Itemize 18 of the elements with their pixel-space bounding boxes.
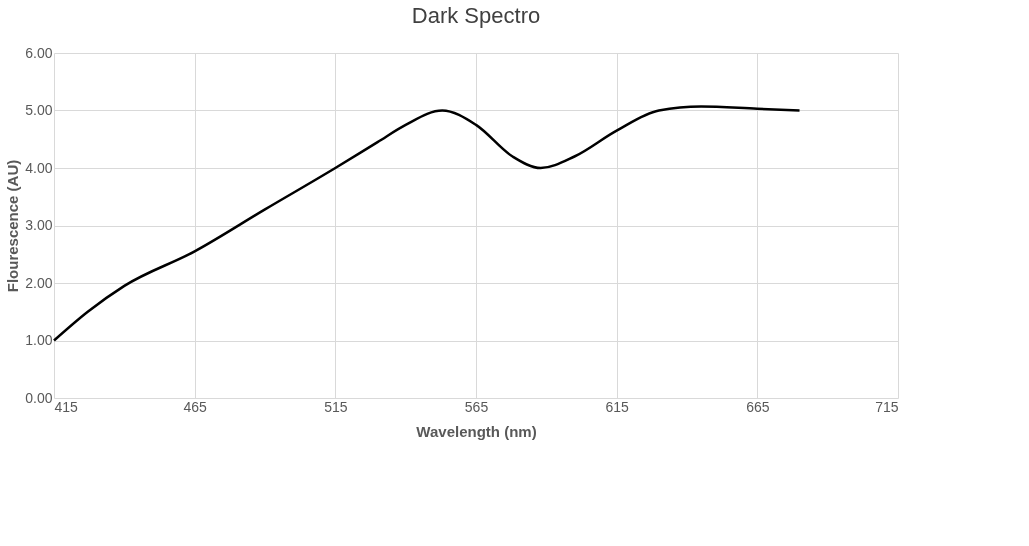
x-tick-label: 615 bbox=[605, 398, 630, 415]
x-axis-title: Wavelength (nm) bbox=[416, 422, 537, 440]
x-tick-label: 665 bbox=[746, 398, 770, 415]
y-tick-label: 2.00 bbox=[25, 274, 53, 291]
x-tick-label: 715 bbox=[875, 398, 899, 415]
x-tick-label: 465 bbox=[183, 398, 208, 415]
y-tick-label: 0.00 bbox=[25, 389, 53, 406]
y-tick-label: 1.00 bbox=[25, 332, 53, 348]
y-tick-label: 6.00 bbox=[25, 44, 53, 61]
chart-title: Dark Spectro bbox=[411, 3, 541, 28]
y-axis-title: Flourescence (AU) bbox=[4, 159, 22, 293]
line-series bbox=[52, 105, 801, 342]
x-tick-label: 565 bbox=[464, 398, 489, 415]
y-tick-label: 4.00 bbox=[25, 159, 53, 176]
y-tick-label: 3.00 bbox=[25, 217, 53, 233]
x-tick-label: 415 bbox=[54, 398, 79, 415]
y-tick-label: 5.00 bbox=[25, 102, 53, 118]
x-tick-label: 515 bbox=[324, 398, 348, 415]
